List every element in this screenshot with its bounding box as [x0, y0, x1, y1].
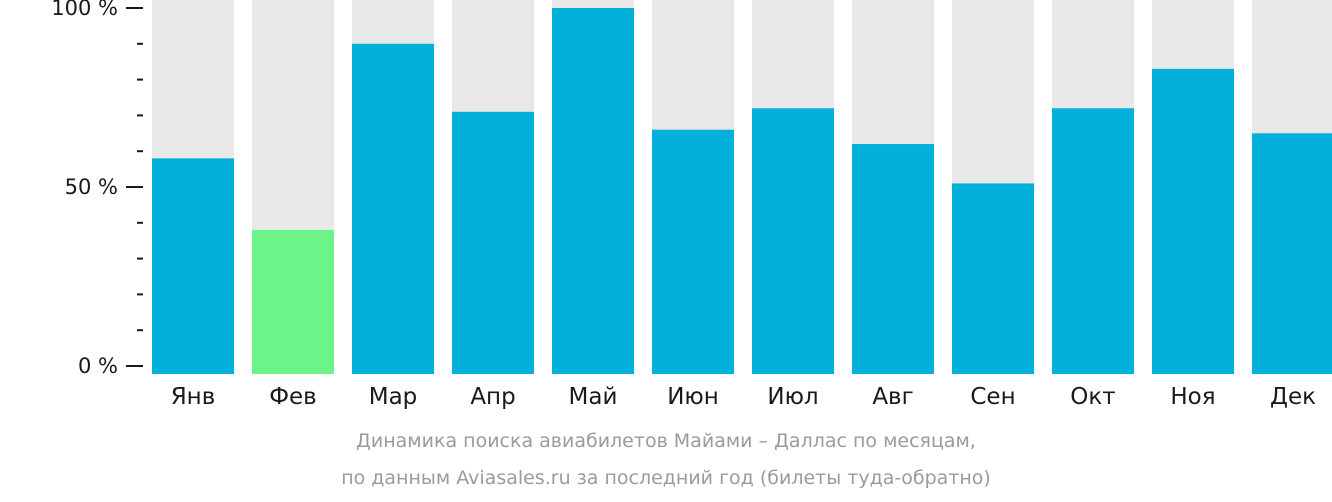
bar — [1052, 108, 1134, 375]
bar-chart: 0 % 50 % 100 % Янв Фев Мар Апр Май Июн Июл Авг Сен О… — [51, 0, 1332, 410]
x-tick-label: Дек — [1270, 384, 1316, 410]
bar — [652, 129, 734, 374]
y-tick-label: 50 % — [65, 175, 118, 199]
bar — [952, 183, 1034, 374]
x-tick-label: Авг — [872, 384, 913, 410]
x-tick-label: Фев — [269, 384, 317, 410]
bar — [452, 111, 534, 374]
y-tick-label: 100 % — [51, 0, 118, 20]
bar — [352, 43, 434, 375]
bar — [1152, 68, 1234, 375]
x-tick-label: Мар — [369, 384, 418, 410]
x-tick-label: Ноя — [1170, 384, 1215, 410]
x-tick-label: Сен — [970, 384, 1015, 410]
x-tick-label: Июн — [667, 384, 719, 410]
bar — [1252, 133, 1332, 374]
bar — [752, 108, 834, 375]
x-tick-label: Апр — [470, 384, 515, 410]
bar — [852, 144, 934, 374]
bar — [152, 158, 234, 374]
chart-caption-line-1: Динамика поиска авиабилетов Майами – Дал… — [356, 430, 976, 452]
chart-caption-line-2: по данным Aviasales.ru за последний год … — [341, 467, 991, 489]
y-tick-label: 0 % — [78, 354, 118, 378]
x-tick-label: Май — [569, 384, 618, 410]
x-tick-label: Янв — [171, 384, 216, 410]
bar — [552, 8, 634, 374]
x-tick-label: Окт — [1070, 384, 1115, 410]
x-tick-label: Июл — [767, 384, 818, 410]
bar — [252, 229, 334, 374]
